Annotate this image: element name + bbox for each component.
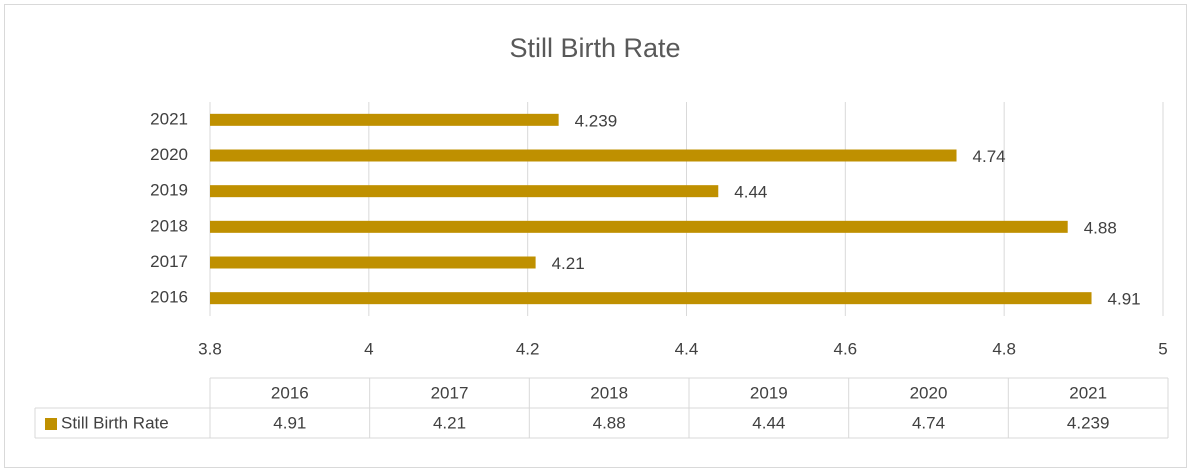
x-tick-label: 4.6 [834,339,858,358]
bar [210,113,559,126]
x-tick-label: 4.2 [516,339,540,358]
data-label: 4.239 [575,111,618,130]
table-header: 2018 [590,383,628,402]
chart-frame [4,4,1187,468]
y-tick-label: 2021 [150,109,188,128]
table-header: 2020 [910,383,948,402]
chart-title: Still Birth Rate [509,33,680,63]
legend-label: Still Birth Rate [61,413,169,432]
x-tick-label: 5 [1158,339,1167,358]
table-cell: 4.21 [433,413,466,432]
y-tick-label: 2020 [150,145,188,164]
bar [210,220,1068,233]
bar [210,185,719,198]
bar [210,292,1092,305]
y-tick-label: 2016 [150,288,188,307]
data-label: 4.88 [1084,218,1117,237]
legend-swatch [45,418,57,430]
x-tick-label: 3.8 [198,339,222,358]
table-cell: 4.91 [273,413,306,432]
table-header: 2017 [431,383,469,402]
table-cell: 4.88 [593,413,626,432]
data-label: 4.91 [1108,290,1141,309]
y-tick-label: 2017 [150,252,188,271]
data-label: 4.74 [973,147,1006,166]
y-tick-label: 2018 [150,216,188,235]
bar [210,256,536,269]
table-cell: 4.239 [1067,413,1110,432]
x-tick-label: 4.4 [675,339,699,358]
table-header: 2019 [750,383,788,402]
table-cell: 4.44 [752,413,785,432]
table-header: 2021 [1069,383,1107,402]
table-cell: 4.74 [912,413,945,432]
bar [210,149,957,162]
x-tick-label: 4.8 [992,339,1016,358]
y-tick-label: 2019 [150,181,188,200]
table-header: 2016 [271,383,309,402]
data-label: 4.44 [734,183,767,202]
x-tick-label: 4 [364,339,373,358]
data-label: 4.21 [552,254,585,273]
